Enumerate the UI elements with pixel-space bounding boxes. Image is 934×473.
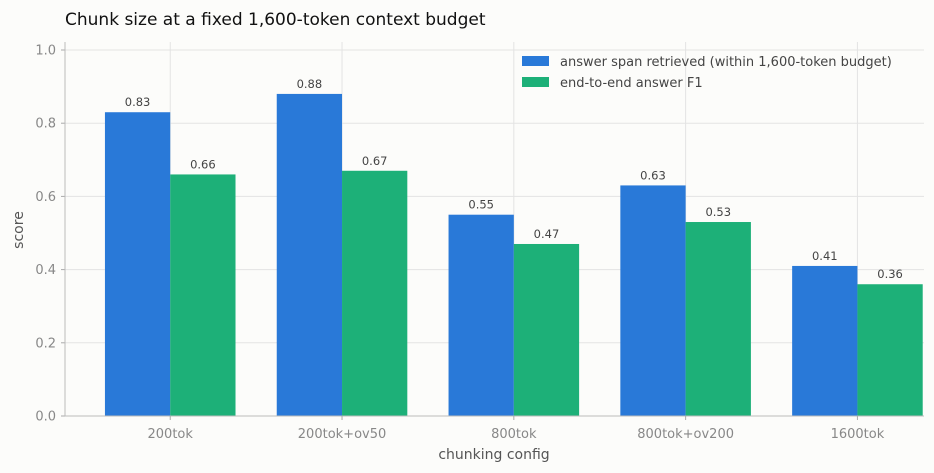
bar-value-label: 0.36	[877, 267, 903, 281]
x-axis-label: chunking config	[438, 447, 549, 463]
y-axis-label: score	[11, 211, 27, 249]
bar-value-label: 0.53	[705, 205, 731, 219]
x-tick-label: 800tok+ov200	[637, 427, 734, 442]
x-tick-label: 1600tok	[831, 427, 885, 442]
bar-answer-span	[276, 93, 343, 417]
legend-label: end-to-end answer F1	[560, 76, 703, 91]
y-tick-label: 0.6	[35, 190, 56, 205]
bar-value-label: 0.41	[812, 249, 838, 263]
bar-value-label: 0.63	[640, 168, 666, 182]
bar-f1	[170, 174, 236, 416]
bar-f1	[513, 243, 580, 416]
bar-f1	[342, 170, 408, 416]
x-tick-label: 200tok	[148, 427, 194, 442]
bar-answer-span	[620, 185, 686, 416]
y-tick-label: 0.2	[35, 336, 56, 351]
y-tick-label: 0.4	[35, 263, 56, 278]
bar-value-label: 0.88	[297, 77, 323, 91]
y-tick-label: 1.0	[35, 44, 56, 59]
legend-label: answer span retrieved (within 1,600-toke…	[560, 55, 892, 70]
bar-f1	[685, 222, 751, 416]
bar-value-label: 0.67	[362, 154, 388, 168]
x-tick-label: 800tok	[491, 427, 537, 442]
bar-value-label: 0.66	[190, 157, 216, 171]
bar-value-label: 0.83	[125, 95, 151, 109]
legend-swatch	[522, 77, 549, 87]
bar-answer-span	[792, 265, 858, 416]
legend: answer span retrieved (within 1,600-toke…	[522, 55, 892, 91]
bar-value-label: 0.55	[468, 198, 494, 212]
chart-title: Chunk size at a fixed 1,600-token contex…	[65, 10, 486, 30]
y-tick-label: 0.8	[35, 117, 56, 132]
bar-f1	[857, 284, 923, 416]
bar-answer-span	[448, 214, 514, 416]
legend-swatch	[522, 56, 549, 66]
bars	[104, 93, 923, 417]
bar-answer-span	[104, 112, 171, 416]
bar-labels: 0.83 0.88 0.55 0.63 0.41 0.66 0.67 0.47 0.53 0.36	[125, 77, 903, 281]
y-tick-label: 0.0	[35, 410, 56, 425]
x-ticks: 200tok 200tok+ov50 800tok 800tok+ov200 1600t…	[65, 415, 924, 442]
y-ticks: 0.0 0.2 0.4 0.6 0.8 1.0	[35, 42, 66, 425]
bar-value-label: 0.47	[534, 227, 560, 241]
x-tick-label: 200tok+ov50	[298, 427, 386, 442]
